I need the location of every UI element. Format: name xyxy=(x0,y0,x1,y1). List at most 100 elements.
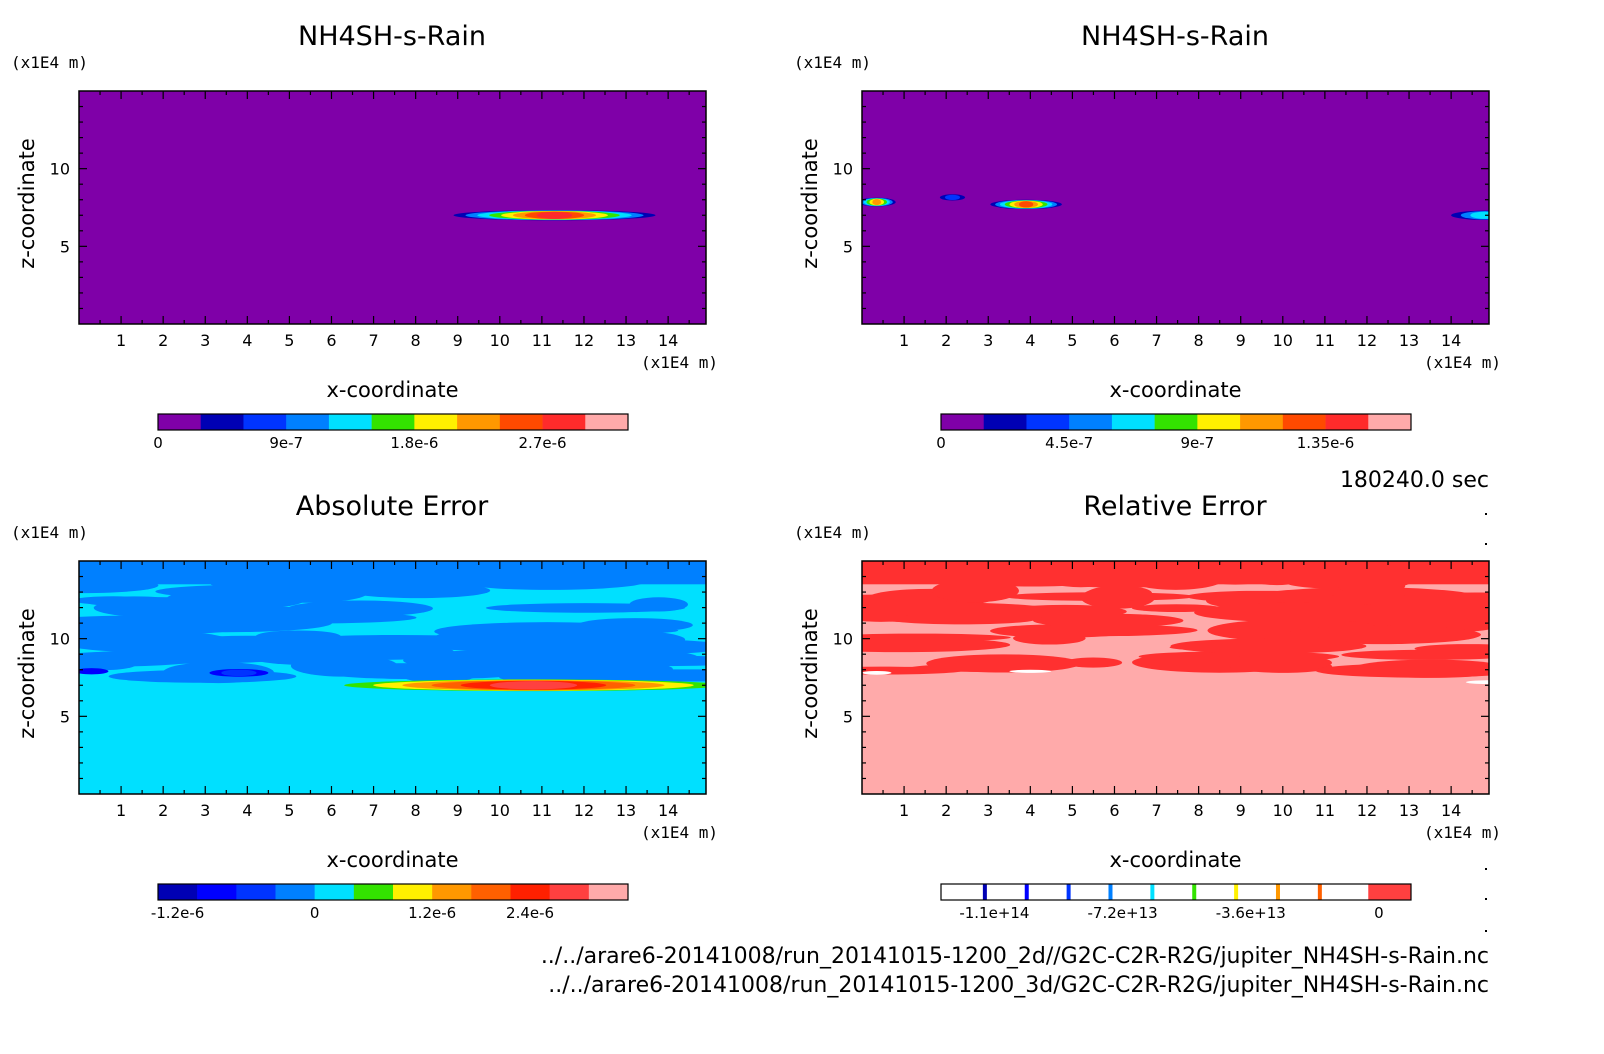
contour-level xyxy=(79,668,109,675)
contour-blob xyxy=(377,665,477,678)
y-tick-label: 10 xyxy=(50,630,70,649)
x-tick-label: 12 xyxy=(574,331,594,350)
colorbar-label: 2.4e-6 xyxy=(506,904,554,922)
colorbar-swatch xyxy=(1282,414,1326,430)
colorbar-swatch xyxy=(200,414,244,430)
colorbar-swatch xyxy=(275,884,315,900)
upper-band xyxy=(79,561,706,585)
colorbar-swatch xyxy=(1368,414,1412,430)
contour-level xyxy=(489,681,578,690)
contour-blob xyxy=(1170,638,1367,654)
colorbar-label: 2.7e-6 xyxy=(519,434,567,452)
colorbar-swatch xyxy=(1111,884,1155,900)
colorbar-swatch xyxy=(314,884,355,900)
upper-band xyxy=(862,561,1489,585)
x-tick-label: 2 xyxy=(158,801,168,820)
x-tick-label: 7 xyxy=(1151,801,1161,820)
x-unit-label: (x1E4 m) xyxy=(641,353,718,372)
colorbar-swatch xyxy=(286,414,330,430)
contour-blob xyxy=(1032,613,1184,628)
x-tick-label: 11 xyxy=(532,331,552,350)
panel-top-left: NH4SH-s-Rain(x1E4 m)1 2 3 4 5 6 7 8 9 10 11 12 13 145… xyxy=(11,21,718,452)
plot-area xyxy=(79,91,706,324)
x-tick-label: 6 xyxy=(326,331,336,350)
plot-frame xyxy=(861,90,1490,325)
colorbar-swatch xyxy=(588,884,629,900)
colorbar-swatch xyxy=(1026,884,1070,900)
y-tick-label: 10 xyxy=(50,160,70,179)
plot-area xyxy=(862,91,1489,324)
x-tick-label: 6 xyxy=(1109,331,1119,350)
colorbar-stripe xyxy=(1024,884,1029,900)
x-tick-label: 13 xyxy=(1399,801,1419,820)
contour-blob xyxy=(862,601,1002,612)
colorbar-swatch xyxy=(542,414,586,430)
colorbar-swatch xyxy=(1197,884,1241,900)
x-tick-label: 3 xyxy=(200,331,210,350)
colorbar-label: 1.2e-6 xyxy=(408,904,456,922)
x-tick-label: 4 xyxy=(242,801,252,820)
colorbar-swatch xyxy=(432,884,472,900)
colorbar-frame xyxy=(157,883,629,901)
x-tick-label: 4 xyxy=(1025,331,1035,350)
x-tick-label: 5 xyxy=(284,801,294,820)
colorbar-swatch xyxy=(1325,884,1369,900)
x-tick-label: 1 xyxy=(899,331,909,350)
contour-level xyxy=(1465,680,1489,685)
x-tick-label: 2 xyxy=(158,331,168,350)
colorbar-swatch xyxy=(457,414,501,430)
colorbar-swatch xyxy=(1240,414,1284,430)
colorbar-swatch xyxy=(158,884,198,900)
y-tick-label: 10 xyxy=(833,630,853,649)
colorbar-label: -3.6e+13 xyxy=(1216,904,1286,922)
colorbar-swatch xyxy=(197,884,237,900)
colorbar-swatch xyxy=(414,414,458,430)
field-background xyxy=(862,91,1489,324)
colorbar-swatch xyxy=(353,884,394,900)
colorbar-label: -1.2e-6 xyxy=(151,904,204,922)
colorbar-swatch xyxy=(393,884,433,900)
colorbar-stripe xyxy=(1317,884,1322,900)
contour-level xyxy=(536,211,573,219)
x-tick-label: 14 xyxy=(1441,331,1461,350)
x-tick-label: 3 xyxy=(983,331,993,350)
colorbar-stripe xyxy=(1150,884,1155,900)
y-tick-label: 5 xyxy=(843,707,853,726)
field-background xyxy=(79,91,706,324)
colorbar-stripe xyxy=(1108,884,1113,900)
contour-blob xyxy=(79,615,254,636)
x-unit-label: (x1E4 m) xyxy=(641,823,718,842)
contour-blob xyxy=(79,659,136,671)
colorbar-swatch xyxy=(1240,884,1284,900)
x-tick-label: 11 xyxy=(532,801,552,820)
x-tick-label: 11 xyxy=(1315,331,1335,350)
x-tick-label: 1 xyxy=(116,801,126,820)
colorbar-swatch xyxy=(471,884,511,900)
colorbar: 0 9e-7 1.8e-6 2.7e-6 xyxy=(153,413,629,452)
x-tick-label: 14 xyxy=(658,801,678,820)
colorbar-stripe xyxy=(1275,884,1280,900)
panel-title: NH4SH-s-Rain xyxy=(1081,21,1269,52)
colorbar-swatch xyxy=(941,884,985,900)
y-axis-label: z-coordinate xyxy=(15,138,39,269)
x-tick-label: 2 xyxy=(941,331,951,350)
x-tick-label: 3 xyxy=(200,801,210,820)
colorbar-label: 0 xyxy=(153,434,163,452)
colorbar-swatch xyxy=(243,414,287,430)
colorbar-swatch xyxy=(983,414,1027,430)
colorbar: 0 4.5e-7 9e-7 1.35e-6 xyxy=(936,413,1412,452)
x-tick-label: 12 xyxy=(1357,331,1377,350)
x-axis-label: x-coordinate xyxy=(326,848,458,872)
contour-blob xyxy=(862,637,1011,653)
colorbar-swatch xyxy=(1197,414,1241,430)
x-tick-label: 12 xyxy=(574,801,594,820)
y-axis-label: z-coordinate xyxy=(798,608,822,739)
colorbar: -1.1e+14 -7.2e+13 -3.6e+13 0 xyxy=(940,883,1412,922)
panel-bottom-right: Relative Error(x1E4 m)1 2 3 4 5 6 7 8 9 10 11 12 13 1… xyxy=(794,491,1501,922)
panel-title: NH4SH-s-Rain xyxy=(298,21,486,52)
contour-blob xyxy=(473,657,673,681)
colorbar-label: 4.5e-7 xyxy=(1045,434,1093,452)
colorbar-swatch xyxy=(510,884,550,900)
panel-bottom-left: Absolute Error(x1E4 m)1 2 3 4 5 6 7 8 9 10 11 12 13 1… xyxy=(11,491,718,922)
contour-blob xyxy=(1386,592,1489,608)
